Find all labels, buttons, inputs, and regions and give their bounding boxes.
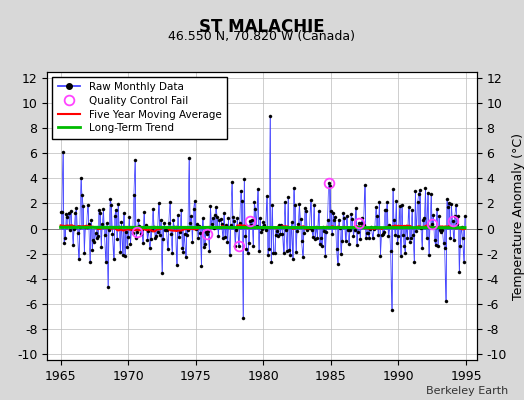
Text: Berkeley Earth: Berkeley Earth: [426, 386, 508, 396]
Text: ST MALACHIE: ST MALACHIE: [199, 18, 325, 36]
Legend: Raw Monthly Data, Quality Control Fail, Five Year Moving Average, Long-Term Tren: Raw Monthly Data, Quality Control Fail, …: [52, 77, 227, 138]
Text: 46.550 N, 70.820 W (Canada): 46.550 N, 70.820 W (Canada): [169, 30, 355, 43]
Y-axis label: Temperature Anomaly (°C): Temperature Anomaly (°C): [512, 132, 524, 300]
